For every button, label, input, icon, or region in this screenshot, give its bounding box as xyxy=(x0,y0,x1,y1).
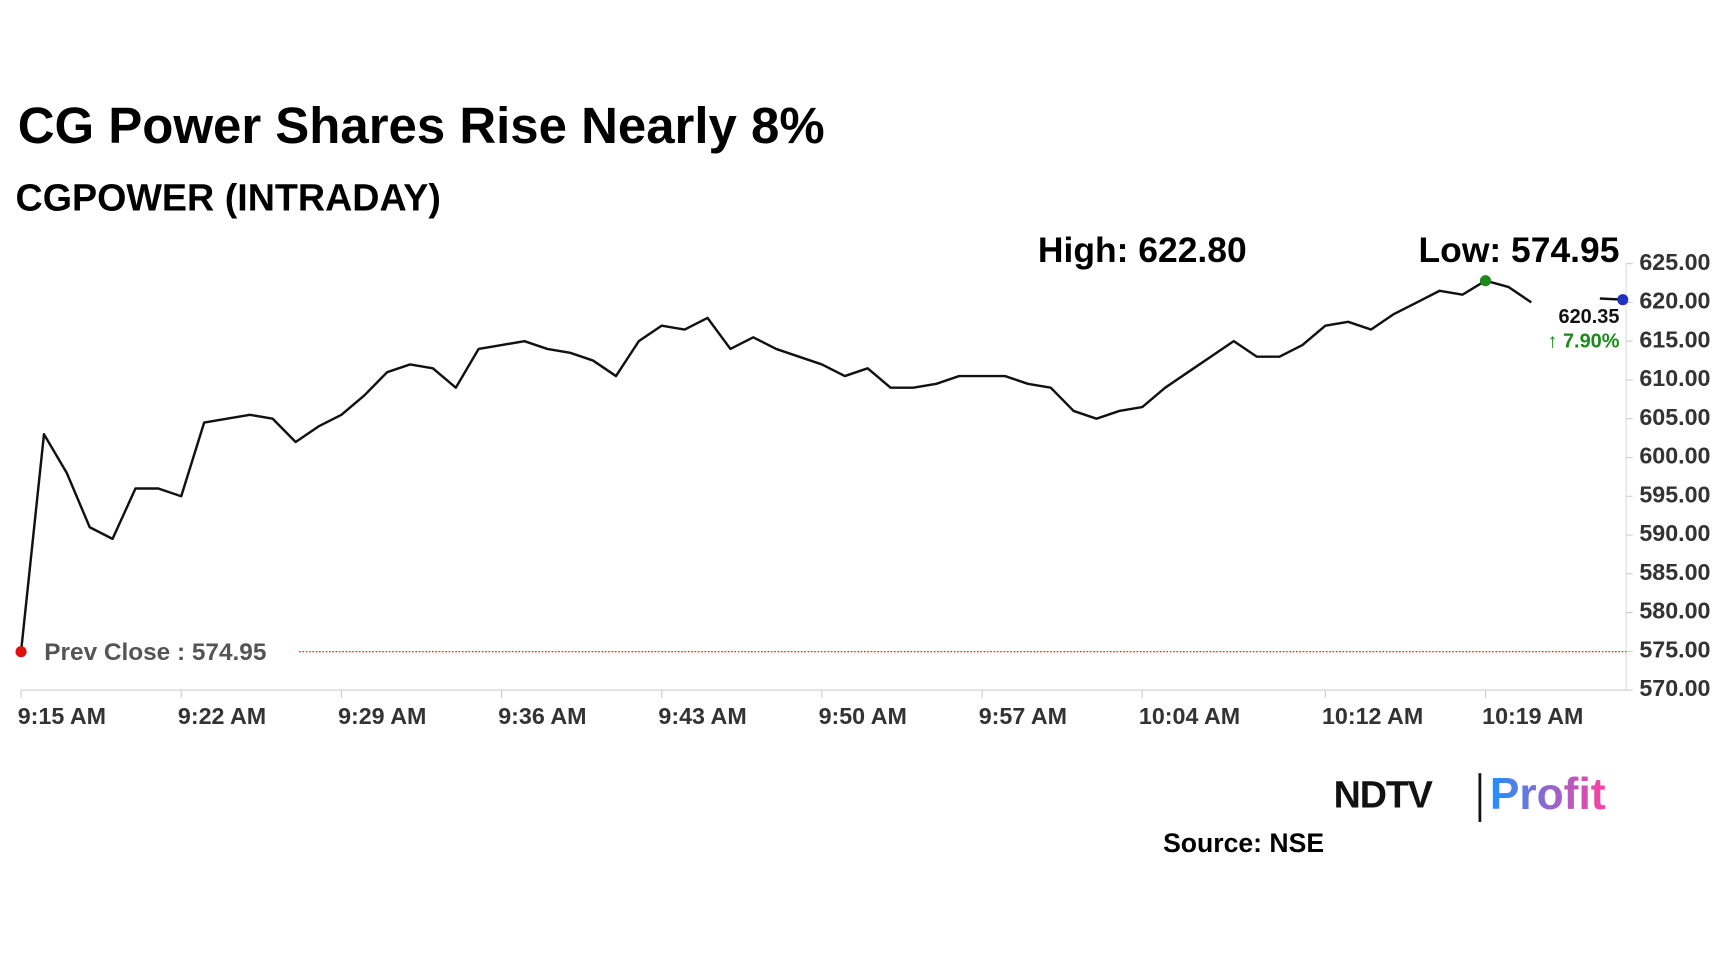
logo: NDTV Profit xyxy=(1334,770,1606,822)
y-tick-label: 615.00 xyxy=(1639,326,1710,352)
x-tick-label: 9:29 AM xyxy=(338,703,426,729)
x-tick-label: 9:36 AM xyxy=(498,703,586,729)
prev-close-label: Prev Close : 574.95 xyxy=(44,639,266,666)
source: Source: NSE xyxy=(1163,828,1324,858)
y-tick-label: 605.00 xyxy=(1639,404,1710,430)
y-tick-label: 620.00 xyxy=(1639,288,1710,314)
x-tick-label: 10:12 AM xyxy=(1322,703,1423,729)
x-tick-label: 10:04 AM xyxy=(1139,703,1240,729)
high-label: High: 622.80 xyxy=(1038,230,1247,270)
y-tick-label: 600.00 xyxy=(1639,443,1710,469)
start-dot xyxy=(15,646,27,658)
price-line xyxy=(19,279,1623,652)
y-tick-label: 580.00 xyxy=(1639,598,1710,624)
x-tick-label: 9:22 AM xyxy=(178,703,266,729)
high-dot xyxy=(1479,275,1492,287)
low-label: Low: 574.95 xyxy=(1419,230,1620,270)
y-tick-label: 590.00 xyxy=(1639,520,1710,546)
last-dot xyxy=(1617,294,1629,306)
x-tick-label: 9:57 AM xyxy=(979,703,1067,729)
x-tick-label: 9:50 AM xyxy=(819,703,907,729)
y-tick-label: 610.00 xyxy=(1639,365,1710,391)
change-label: ↑ 7.90% xyxy=(1547,331,1619,353)
y-tick-label: 570.00 xyxy=(1639,675,1710,701)
y-tick-label: 575.00 xyxy=(1639,636,1710,662)
chart-title: CG Power Shares Rise Nearly 8% xyxy=(18,97,825,154)
x-tick-label: 9:43 AM xyxy=(658,703,746,729)
last-label: 620.35 xyxy=(1559,306,1620,328)
x-tick-label: 10:19 AM xyxy=(1482,703,1583,729)
y-tick-label: 625.00 xyxy=(1639,249,1710,275)
logo-profit: Profit xyxy=(1490,770,1606,819)
y-tick-label: 595.00 xyxy=(1639,481,1710,507)
chart-subtitle: CGPOWER (INTRADAY) xyxy=(16,176,441,218)
y-tick-label: 585.00 xyxy=(1639,559,1710,585)
logo-ndtv: NDTV xyxy=(1334,773,1433,815)
x-tick-label: 9:15 AM xyxy=(18,703,106,729)
